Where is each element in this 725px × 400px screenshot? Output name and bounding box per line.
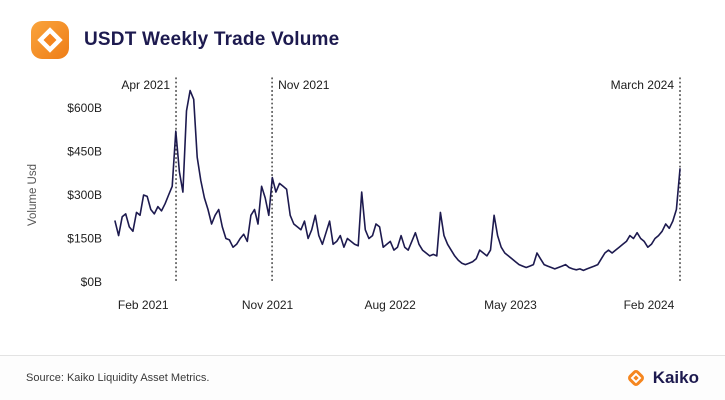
page-title: USDT Weekly Trade Volume — [84, 29, 340, 50]
kaiko-footer-logo-icon — [627, 370, 644, 386]
chart-area: $0B $150B $300B $450B $600B Volume Usd Feb 202… — [0, 68, 725, 338]
source-text: Source: Kaiko Liquidity Asset Metrics. — [26, 372, 210, 384]
x-tick-label: May 2023 — [484, 298, 537, 312]
annotation-label: March 2024 — [611, 78, 675, 92]
y-axis-label: Volume Usd — [27, 164, 39, 226]
x-tick-label: Aug 2022 — [364, 298, 416, 312]
kaiko-logo-icon — [31, 21, 69, 59]
x-tick-label: Feb 2021 — [118, 298, 169, 312]
kaiko-wordmark: Kaiko — [652, 368, 699, 387]
x-tick-label: Feb 2024 — [624, 298, 675, 312]
y-tick-label: $300B — [67, 188, 102, 202]
footer: Source: Kaiko Liquidity Asset Metrics. K… — [0, 355, 725, 400]
annotation-label: Apr 2021 — [121, 78, 170, 92]
kaiko-brand: Kaiko — [626, 368, 699, 388]
y-tick-label: $600B — [67, 101, 102, 115]
header: USDT Weekly Trade Volume — [0, 0, 725, 64]
usdt-weekly-trade-volume-line-chart: $0B $150B $300B $450B $600B Volume Usd Feb 202… — [27, 77, 681, 312]
y-tick-label: $450B — [67, 145, 102, 159]
y-tick-label: $0B — [81, 275, 102, 289]
x-tick-label: Nov 2021 — [242, 298, 294, 312]
y-tick-label: $150B — [67, 232, 102, 246]
annotation-label: Nov 2021 — [278, 78, 330, 92]
volume-line-series — [114, 89, 681, 272]
